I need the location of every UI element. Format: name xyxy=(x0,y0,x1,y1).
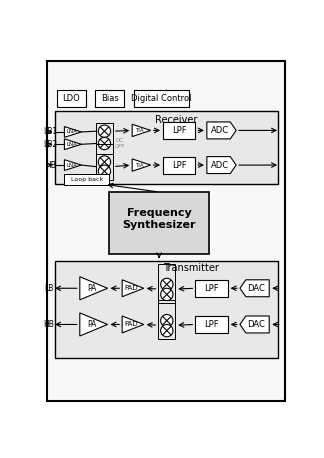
Polygon shape xyxy=(132,159,151,171)
Text: LDO: LDO xyxy=(63,94,80,104)
Text: DC
OFF: DC OFF xyxy=(115,138,125,149)
Bar xyxy=(195,316,228,333)
Text: DAC: DAC xyxy=(247,320,265,329)
Text: ADC: ADC xyxy=(211,126,229,135)
Polygon shape xyxy=(64,126,81,137)
Bar xyxy=(158,300,175,339)
Bar xyxy=(163,157,195,174)
Text: LPF: LPF xyxy=(172,126,186,135)
Polygon shape xyxy=(122,280,144,297)
Text: ADC: ADC xyxy=(211,161,229,169)
Circle shape xyxy=(98,137,110,150)
Circle shape xyxy=(161,278,173,290)
Bar xyxy=(55,262,278,358)
Text: LPF: LPF xyxy=(172,161,186,169)
Text: Transmitter: Transmitter xyxy=(164,263,219,273)
Circle shape xyxy=(161,315,173,327)
Text: PAD: PAD xyxy=(124,322,138,327)
Text: LB: LB xyxy=(44,284,54,293)
Polygon shape xyxy=(132,124,151,136)
Circle shape xyxy=(98,156,110,168)
Polygon shape xyxy=(207,122,236,139)
Polygon shape xyxy=(122,316,144,333)
Bar xyxy=(95,90,124,107)
Bar xyxy=(134,90,189,107)
Circle shape xyxy=(161,288,173,300)
Text: PA: PA xyxy=(87,284,96,293)
Text: Digital Control: Digital Control xyxy=(131,94,192,104)
Text: PA: PA xyxy=(87,320,96,329)
Text: HB: HB xyxy=(45,161,56,169)
Bar xyxy=(109,192,209,254)
Text: TIA: TIA xyxy=(135,163,144,168)
Bar xyxy=(158,264,175,303)
Text: Bias: Bias xyxy=(101,94,119,104)
Polygon shape xyxy=(240,316,269,333)
Circle shape xyxy=(98,125,110,137)
Text: LB2: LB2 xyxy=(43,140,58,149)
Bar xyxy=(96,144,113,180)
Text: LPF: LPF xyxy=(204,320,219,329)
Bar xyxy=(163,122,195,139)
Polygon shape xyxy=(80,277,108,300)
Text: HB: HB xyxy=(43,320,54,329)
Circle shape xyxy=(161,324,173,337)
Text: DAC: DAC xyxy=(247,284,265,293)
Text: LNA: LNA xyxy=(66,163,77,168)
Bar xyxy=(57,90,86,107)
Text: LNA: LNA xyxy=(66,130,77,135)
Text: Frequency
Synthesizer: Frequency Synthesizer xyxy=(122,208,196,230)
Bar xyxy=(96,123,113,153)
Text: LNA: LNA xyxy=(66,142,77,147)
Circle shape xyxy=(98,165,110,177)
Polygon shape xyxy=(64,139,81,150)
Text: PAD: PAD xyxy=(124,285,138,291)
Text: LPF: LPF xyxy=(204,284,219,293)
Text: Receiver: Receiver xyxy=(155,114,197,125)
Polygon shape xyxy=(240,280,269,297)
Text: TIA: TIA xyxy=(135,128,144,133)
Text: LB1: LB1 xyxy=(43,127,58,136)
Bar xyxy=(55,111,278,184)
Text: Loop back: Loop back xyxy=(71,177,103,182)
Polygon shape xyxy=(64,160,81,170)
Bar xyxy=(195,280,228,297)
Bar xyxy=(64,174,109,185)
Polygon shape xyxy=(207,157,236,174)
Polygon shape xyxy=(80,313,108,336)
